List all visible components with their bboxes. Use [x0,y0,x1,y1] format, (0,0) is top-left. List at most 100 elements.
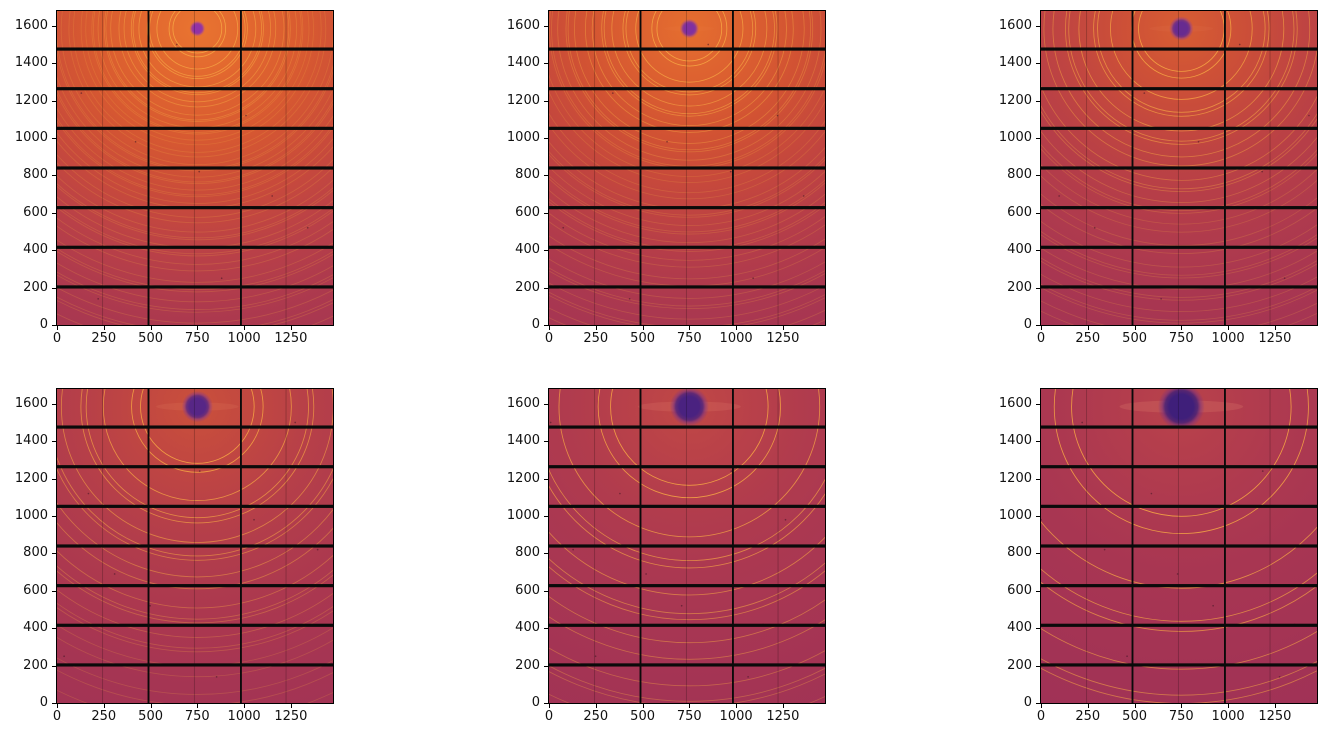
debye-scherrer-ring [1041,568,1317,622]
debye-scherrer-ring [1041,257,1317,298]
debye-scherrer-ring [549,647,825,687]
x-tick-label: 250 [1075,331,1101,346]
x-tick-mark [595,704,597,708]
detector-image-panel-bottom-middle [548,388,826,704]
y-tick-label: 0 [39,317,48,332]
debye-scherrer-ring [549,282,825,320]
x-tick-label: 500 [630,709,655,724]
y-tick-mark [1036,628,1040,630]
y-tick-mark [544,250,548,252]
y-tick-mark [52,628,56,630]
dust-speck [1197,140,1200,143]
dust-speck [562,226,565,229]
y-tick-mark [544,212,548,214]
module-gap-horizontal [1041,584,1317,588]
debye-scherrer-ring [68,11,327,158]
y-tick-label: 1600 [14,17,48,33]
debye-scherrer-ring [57,76,333,178]
debye-scherrer-ring [651,11,728,67]
detector-image-panel-top-middle [548,10,826,326]
y-tick-label: 1400 [998,433,1032,449]
y-tick-label: 1400 [506,55,540,71]
y-tick-mark [544,703,548,704]
module-gap-horizontal [1041,285,1317,289]
y-tick-label: 600 [1007,204,1032,220]
module-gap-vertical [639,389,642,703]
y-tick-label: 400 [515,242,540,258]
debye-scherrer-ring [549,469,825,561]
x-tick-mark [549,326,550,330]
debye-scherrer-ring [549,267,825,307]
y-tick-mark [52,703,56,704]
y-tick-label: 1600 [998,395,1032,411]
module-gap-vertical [639,11,642,325]
x-tick-label: 1000 [719,709,753,724]
x-tick-mark [1228,326,1230,330]
debye-scherrer-ring [1041,148,1317,214]
debye-scherrer-ring [57,522,333,590]
y-tick-mark [52,25,56,27]
module-gap-horizontal [57,465,333,469]
y-tick-label: 1200 [14,470,48,486]
y-tick-mark [52,175,56,177]
dust-speck [729,170,732,173]
diffraction-pattern-bottom-right [1041,389,1317,703]
y-tick-mark [1036,175,1040,177]
debye-scherrer-ring [1041,247,1317,290]
module-gap-horizontal [549,663,825,667]
debye-scherrer-ring [57,120,333,198]
debye-scherrer-ring [57,589,333,638]
module-gap-horizontal [57,425,333,429]
x-tick-mark [57,326,58,330]
module-gap-horizontal [549,166,825,170]
dust-speck [776,114,779,117]
debye-scherrer-ring [57,274,333,313]
dust-speck [611,92,614,94]
x-tick-label: 250 [91,331,117,346]
x-tick-mark [689,326,691,330]
dust-speck [1278,675,1281,678]
debye-scherrer-ring [1041,164,1317,225]
y-tick-label: 200 [1007,657,1032,673]
dust-speck [619,492,621,495]
dust-speck [1261,470,1264,472]
x-tick-mark [782,704,784,708]
dust-speck [594,655,597,658]
debye-scherrer-ring [611,11,768,107]
dust-speck [1126,655,1128,658]
detector-image-panel-top-right [1040,10,1318,326]
y-tick-mark [52,590,56,592]
debye-scherrer-ring [57,271,333,310]
x-tick-mark [290,704,292,708]
module-gap-horizontal [549,504,825,508]
debye-scherrer-ring [567,11,811,151]
detector-image-panel-bottom-right [1040,388,1318,704]
debye-scherrer-ring [610,389,769,486]
y-tick-label: 1000 [998,130,1032,145]
module-gap-horizontal [57,663,333,667]
module-gap-horizontal [549,623,825,627]
y-tick-mark [52,478,56,480]
debye-scherrer-ring [57,183,333,239]
y-tick-mark [1036,325,1040,326]
y-tick-label: 400 [1007,242,1032,258]
y-tick-mark [1036,516,1040,517]
dust-speck [572,548,574,551]
debye-scherrer-ring [549,74,825,177]
module-gap-horizontal [549,425,825,429]
x-tick-label: 0 [52,709,62,724]
module-gap-vertical [240,389,242,703]
debye-scherrer-ring [603,11,775,115]
debye-scherrer-ring [57,107,333,191]
module-gap-horizontal [57,544,333,548]
y-tick-label: 200 [23,279,48,295]
debye-scherrer-ring [1041,220,1317,268]
debye-scherrer-ring [565,11,814,153]
debye-scherrer-ring [57,239,333,283]
module-gap-horizontal [1041,126,1317,130]
module-gap-horizontal [57,623,333,627]
debye-scherrer-ring [549,221,825,268]
debye-scherrer-ring [551,11,825,167]
x-tick-mark [244,326,246,330]
